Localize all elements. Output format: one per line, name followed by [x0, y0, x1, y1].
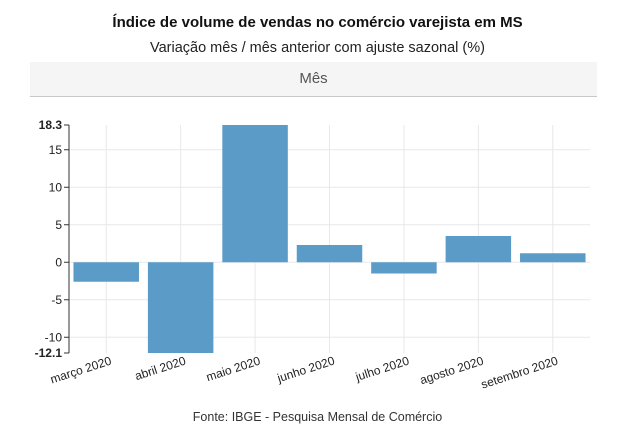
chart-subtitle: Variação mês / mês anterior com ajuste s… [150, 40, 485, 56]
y-tick-label-1: -5 [51, 293, 62, 307]
y-axis: -10 -5 0 5 10 15 18.3 -12.1 [35, 118, 70, 360]
grid-lines [69, 125, 590, 353]
chart-title: Índice de volume de vendas no comércio v… [112, 14, 523, 31]
bar-3 [222, 125, 288, 263]
bar-4 [296, 245, 363, 263]
x-tick-label-3: maio 2020 [204, 353, 262, 384]
y-tick-label-5: 15 [49, 143, 63, 157]
y-tick-label-2: 0 [55, 255, 62, 269]
bar-1 [73, 262, 139, 282]
y-tick-label-0: -10 [45, 330, 63, 344]
y-tick-label-3: 5 [55, 218, 62, 232]
bar-5 [371, 262, 437, 274]
bars [73, 125, 586, 353]
source-note: Fonte: IBGE - Pesquisa Mensal de Comérci… [192, 410, 443, 424]
y-tick-label-4: 10 [49, 180, 63, 194]
y-min-label: -12.1 [35, 346, 63, 360]
x-tick-label-6: agosto 2020 [418, 353, 485, 387]
x-tick-label-5: julho 2020 [353, 353, 411, 384]
period-tab-bar: Mês [30, 62, 597, 97]
bar-6 [445, 236, 512, 263]
y-max-label: 18.3 [39, 118, 63, 132]
x-tick-label-4: junho 2020 [275, 353, 337, 385]
tab-month[interactable]: Mês [299, 70, 328, 87]
x-tick-label-2: abril 2020 [133, 353, 188, 383]
bar-2 [147, 262, 214, 353]
x-tick-label-7: setembro 2020 [479, 353, 560, 391]
bar-7 [520, 253, 586, 263]
x-axis-labels: março 2020 abril 2020 maio 2020 junho 2020 j… [49, 353, 560, 391]
